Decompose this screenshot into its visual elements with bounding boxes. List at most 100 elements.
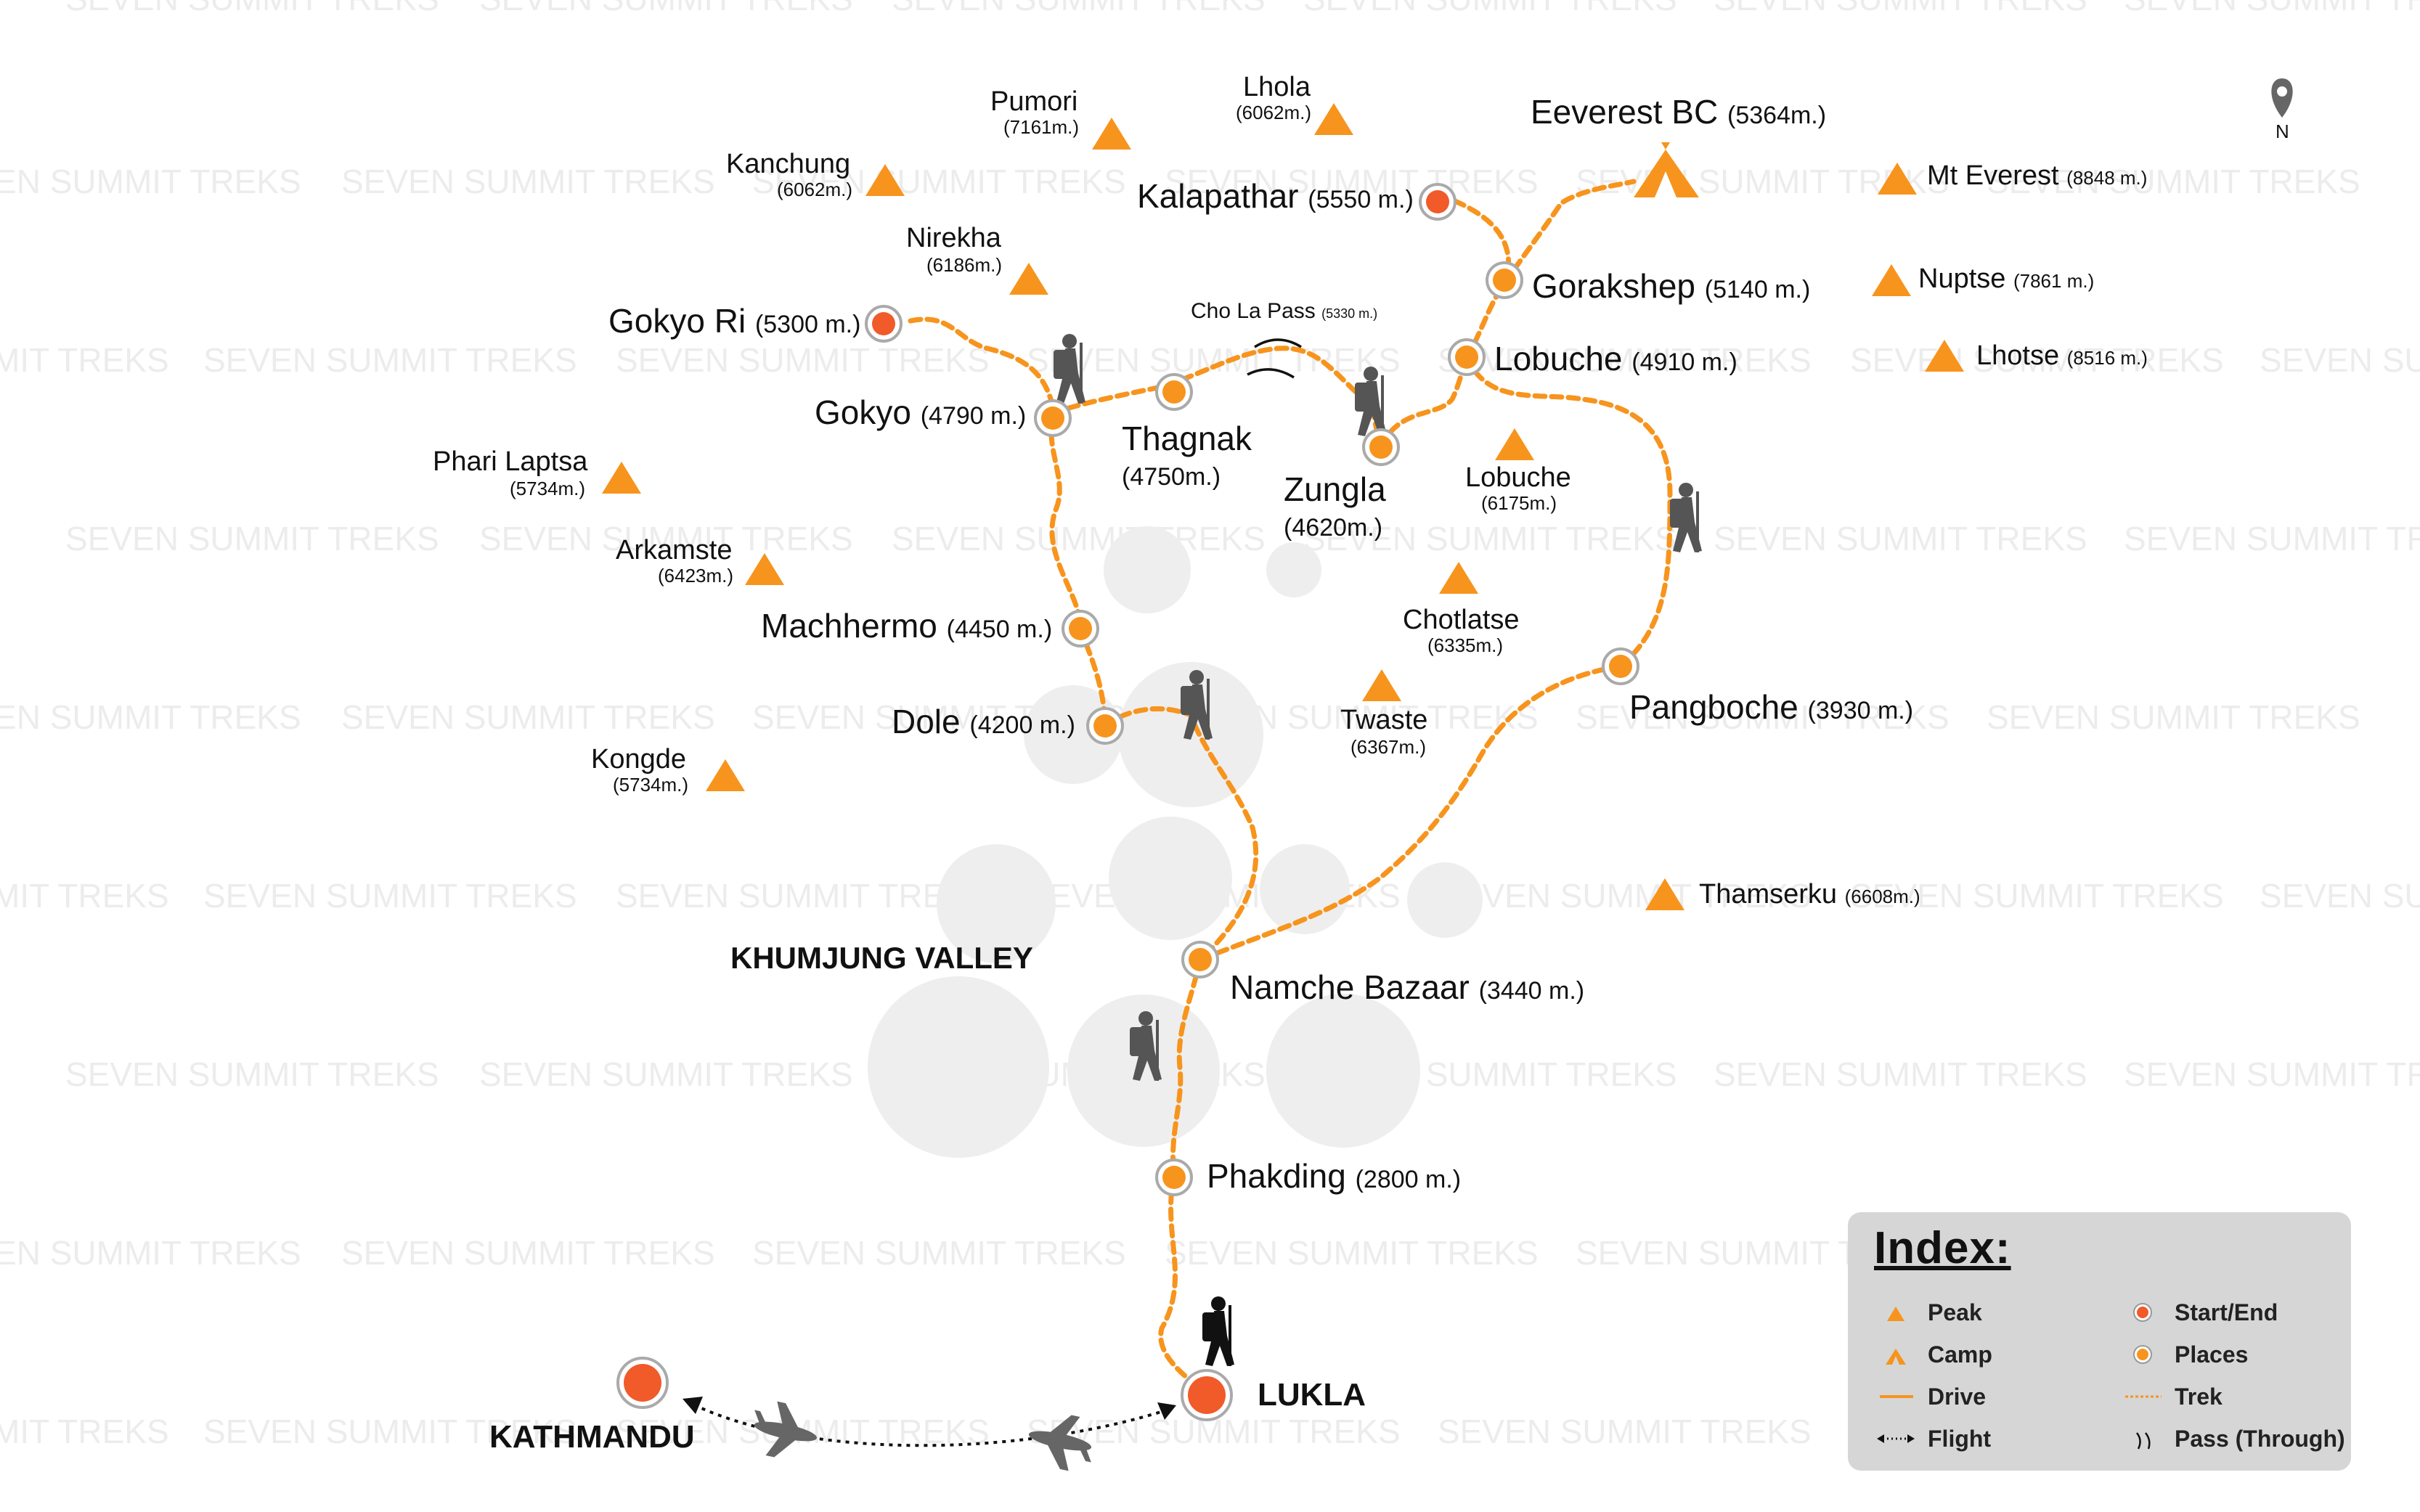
watermark-text: SEVEN SUMMIT TREKS <box>0 341 169 379</box>
peak-markers <box>602 103 1964 910</box>
place-label-gokyo-ri: Gokyo Ri (5300 m.) <box>608 302 860 340</box>
pass-label: Cho La Pass (5330 m.) <box>1191 299 1377 323</box>
watermark-text: SEVEN SUMMIT TREKS <box>1987 163 2360 200</box>
watermark-text: SEVEN SUMMIT TREKS <box>1438 341 1812 379</box>
legend-label: Trek <box>2175 1383 2223 1410</box>
watermark-text: SEVEN SUMMIT TREKS <box>65 0 439 17</box>
peak-label-nirekha: Nirekha <box>906 223 1002 253</box>
place-marker <box>1181 941 1219 978</box>
trek-segment <box>1158 1173 1208 1397</box>
camp-icon <box>1634 142 1699 197</box>
place-marker <box>1155 373 1193 411</box>
peak-labels: Pumori (7161m.) Lhola (6062m.) Kanchung … <box>433 72 2148 910</box>
peak-label-nuptse: Nuptse (7861 m.) <box>1918 263 2094 294</box>
legend-label: Start/End <box>2175 1299 2278 1325</box>
trek-segment <box>1197 663 1623 963</box>
camp-label: Eeverest BC (5364m.) <box>1531 93 1826 131</box>
legend-panel: Index: Peak Start/End Camp Places Drive <box>1848 1212 2351 1471</box>
watermark-text: SEVEN SUMMIT TREKS <box>65 520 439 557</box>
place-label-thagnak: Thagnak <box>1122 420 1252 457</box>
legend-label: Flight <box>1928 1425 1992 1452</box>
watermark-text: SEVEN SUMMIT TREKS <box>65 1055 439 1093</box>
peak-label-pumori: Pumori <box>990 86 1077 117</box>
watermark-text: SEVEN SUMMIT TREKS <box>1987 698 2360 736</box>
watermark-text: SEVEN SUMMIT TREKS <box>0 877 169 915</box>
peak-icon <box>1362 669 1401 701</box>
legend-item-pass: Pass (Through) <box>2121 1424 2345 1453</box>
watermark-text: SEVEN SUMMIT TREKS <box>0 1413 169 1450</box>
trek-segment <box>1170 957 1203 1179</box>
place-altitude-zungla: (4620m.) <box>1284 514 1382 542</box>
watermark-text: SEVEN SUMMIT TREKS <box>479 0 853 17</box>
place-label-dole: Dole (4200 m.) <box>892 703 1075 740</box>
peak-altitude-arkamste: (6423m.) <box>658 565 733 587</box>
place-marker <box>1034 399 1072 437</box>
peak-altitude-pumori: (7161m.) <box>1003 116 1079 138</box>
start-end-icon <box>2121 1298 2164 1327</box>
watermark-text: SEVEN SUMMIT TREKS <box>1303 0 1677 17</box>
peak-icon <box>1439 562 1478 594</box>
flight-arrow-icon <box>1157 1402 1176 1420</box>
watermark-text: SEVEN SUMMIT TREKS <box>1438 1413 1812 1450</box>
watermark-text: SEVEN SUMMIT TREKS <box>1850 877 2224 915</box>
peak-altitude-lhola: (6062m.) <box>1236 102 1311 123</box>
peak-label-thamserku: Thamserku (6608m.) <box>1699 879 1920 910</box>
peak-icon <box>1925 340 1964 372</box>
peak-altitude-twaste: (6367m.) <box>1350 736 1426 758</box>
peak-icon <box>706 759 745 791</box>
watermark-text: SEVEN SUMMIT TREKS <box>203 877 577 915</box>
start-end-marker <box>865 305 903 343</box>
trek-segment <box>1102 706 1259 963</box>
place-markers <box>616 183 1639 1421</box>
pass-marker-icon <box>1247 338 1302 379</box>
peak-icon <box>1874 1298 1918 1327</box>
compass-label: N <box>2276 120 2289 142</box>
place-label-lobuche: Lobuche (4910 m.) <box>1494 340 1737 377</box>
place-marker <box>1086 707 1124 745</box>
trek-line-icon <box>2121 1382 2164 1411</box>
place-label-pangboche: Pangboche (3930 m.) <box>1629 688 1913 726</box>
watermark-text: SEVEN SUMMIT TREKS <box>892 520 1266 557</box>
watermark-text: SEVEN SUMMIT TREKS <box>1165 1234 1539 1272</box>
peak-label-kanchung: Kanchung <box>726 149 850 179</box>
place-marker <box>1486 261 1523 299</box>
watermark-text: SEVEN SUMMIT TREKS <box>479 520 853 557</box>
place-label-namche-bazaar: Namche Bazaar (3440 m.) <box>1230 968 1584 1006</box>
peak-icon <box>1878 163 1917 195</box>
watermark-text: SEVEN SUMMIT TREKS <box>2124 520 2420 557</box>
watermark-text: SEVEN SUMMIT TREKS <box>0 1234 301 1272</box>
airplane-icon <box>754 1401 818 1458</box>
place-label-zungla: Zungla <box>1284 470 1386 508</box>
flight-line-icon <box>1874 1424 1918 1453</box>
place-marker <box>1602 647 1639 685</box>
legend-label: Camp <box>1928 1341 1992 1368</box>
watermark-text: SEVEN SUMMIT TREKS <box>1714 520 2087 557</box>
peak-altitude-kanchung: (6062m.) <box>777 179 852 200</box>
place-altitude-thagnak: (4750m.) <box>1122 463 1221 491</box>
region-label: KHUMJUNG VALLEY <box>730 941 1033 975</box>
legend-label: Drive <box>1928 1383 1987 1410</box>
watermark-text: SEVEN SUMMIT TREKS <box>1438 877 1812 915</box>
watermark-text: SEVEN SUMMIT TREKS <box>616 877 990 915</box>
watermark-text: SEVEN SUMMIT TREKS <box>1576 698 1950 736</box>
peak-icon <box>1092 118 1131 150</box>
peak-label-twaste: Twaste <box>1340 705 1427 735</box>
legend-item-peak: Peak <box>1874 1298 1982 1327</box>
city-marker-kathmandu <box>616 1357 669 1409</box>
watermark-text: SEVEN SUMMIT TREKS <box>616 341 990 379</box>
legend-item-flight: Flight <box>1874 1424 1991 1453</box>
peak-label-chotlatse: Chotlatse <box>1403 605 1520 635</box>
legend-label: Places <box>2175 1341 2249 1368</box>
peak-label-phari-laptsa: Phari Laptsa <box>433 446 588 477</box>
peak-icon <box>865 164 905 196</box>
peak-label-arkamste: Arkamste <box>616 535 732 565</box>
place-marker <box>1362 428 1400 466</box>
watermark-text: SEVEN SUMMIT TREKS <box>2260 877 2420 915</box>
place-marker <box>1448 338 1486 376</box>
trek-segment <box>1464 354 1673 669</box>
watermark-text: SEVEN SUMMIT TREKS <box>0 698 301 736</box>
watermark-text: SEVEN SUMMIT TREKS <box>1714 1055 2087 1093</box>
start-end-marker <box>1419 183 1457 221</box>
peak-altitude-phari-laptsa: (5734m.) <box>510 478 585 499</box>
